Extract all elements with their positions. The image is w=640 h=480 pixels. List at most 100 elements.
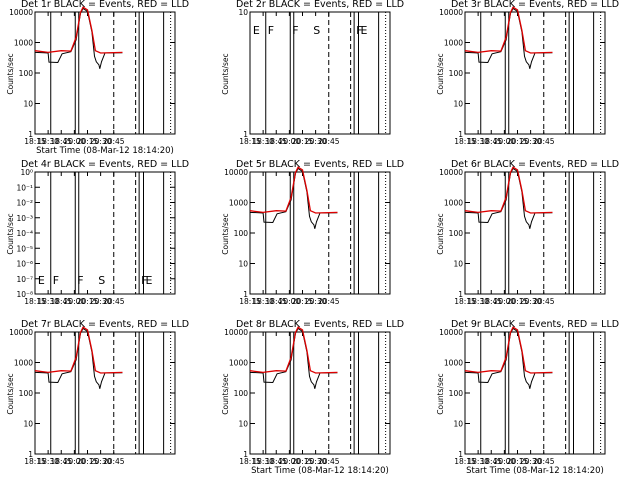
y-tick-label: 1000 — [444, 39, 463, 48]
x-tick-label: 18:15 — [239, 457, 261, 466]
y-tick-label: 10 — [238, 8, 248, 17]
x-tick-label: 20:15 — [292, 137, 314, 146]
interval-flag: E — [253, 24, 260, 37]
chart-panel-7: Det 7r BLACK = Events, RED = LLD18:1518:… — [6, 319, 189, 466]
x-tick-label: 18:45 — [265, 297, 287, 306]
x-tick-label: 18:15 — [454, 457, 476, 466]
plot-frame — [249, 331, 391, 455]
y-tick-label: 1 — [458, 290, 463, 299]
x-tick-label: 20:45 — [318, 137, 340, 146]
x-tick-label: 18:45 — [50, 457, 72, 466]
x-tick-label: 20:30 — [520, 457, 542, 466]
x-tick-label: 20:15 — [77, 457, 99, 466]
y-tick-label: 10⁻² — [16, 199, 33, 208]
x-tick-label: 20:00 — [64, 297, 86, 306]
interval-flag: E — [38, 274, 45, 287]
x-tick-label: 20:15 — [77, 137, 99, 146]
x-tick-label: 18:30 — [37, 457, 59, 466]
x-tick-label: 20:30 — [305, 297, 327, 306]
x-tick-label: 20:00 — [494, 457, 516, 466]
x-tick-label: 18:30 — [467, 137, 489, 146]
x-tick-label: 18:45 — [480, 457, 502, 466]
chart-panel-5: Det 5r BLACK = Events, RED = LLD18:1518:… — [221, 159, 404, 306]
x-tick-label: 20:45 — [533, 137, 555, 146]
interval-flag: F — [53, 274, 59, 287]
x-tick-label: 20:45 — [533, 297, 555, 306]
y-tick-label: 10000 — [224, 168, 248, 177]
x-tick-label: 20:30 — [305, 457, 327, 466]
x-tick-label: 20:00 — [64, 137, 86, 146]
x-tick-label: 20:45 — [103, 297, 125, 306]
chart-panel-1: Det 1r BLACK = Events, RED = LLD18:1518:… — [6, 0, 189, 156]
y-tick-label: 10⁰ — [20, 168, 33, 177]
chart-title: Det 6r BLACK = Events, RED = LLD — [451, 159, 619, 170]
series-line-lld — [464, 166, 553, 214]
plot-frame — [34, 11, 176, 135]
interval-flag: F — [292, 24, 298, 37]
interval-flag: E — [146, 274, 153, 287]
interval-flag: S — [98, 274, 105, 287]
x-tick-label: 20:45 — [533, 457, 555, 466]
interval-flag: F — [268, 24, 274, 37]
chart-panel-2: Det 2r BLACK = Events, RED = LLD18:1518:… — [221, 0, 404, 146]
x-tick-label: 18:45 — [480, 297, 502, 306]
chart-panel-4: Det 4r BLACK = Events, RED = LLD18:1518:… — [6, 159, 189, 306]
y-tick-label: 10⁻⁶ — [16, 260, 33, 269]
y-tick-label: 10000 — [9, 8, 33, 17]
y-axis-label: Counts/sec — [221, 53, 230, 94]
x-tick-label: 20:30 — [520, 297, 542, 306]
plot-frame — [34, 331, 176, 455]
y-tick-label: 1 — [243, 130, 248, 139]
x-tick-label: 18:30 — [252, 137, 274, 146]
x-tick-label: 20:15 — [292, 297, 314, 306]
chart-title: Det 2r BLACK = Events, RED = LLD — [236, 0, 404, 10]
x-tick-label: 20:00 — [494, 297, 516, 306]
x-tick-label: 20:15 — [507, 137, 529, 146]
y-tick-label: 1 — [28, 130, 33, 139]
x-tick-label: 20:30 — [90, 297, 112, 306]
y-tick-label: 10000 — [9, 328, 33, 337]
y-tick-label: 100 — [234, 229, 249, 238]
y-axis-label: Counts/sec — [6, 213, 15, 254]
interval-flag: F — [356, 24, 362, 37]
y-tick-label: 100 — [449, 229, 464, 238]
chart-panel-8: Det 8r BLACK = Events, RED = LLD18:1518:… — [221, 319, 404, 476]
chart-title: Det 8r BLACK = Events, RED = LLD — [236, 319, 404, 330]
interval-flag: S — [313, 24, 320, 37]
x-tick-label: 20:15 — [507, 297, 529, 306]
series-line-lld — [464, 6, 553, 54]
x-tick-label: 18:30 — [37, 297, 59, 306]
y-tick-label: 100 — [449, 69, 464, 78]
x-tick-label: 18:30 — [37, 137, 59, 146]
y-tick-label: 1000 — [229, 359, 248, 368]
x-tick-label: 18:45 — [265, 137, 287, 146]
y-tick-label: 10000 — [439, 328, 463, 337]
x-tick-label: 18:15 — [24, 137, 46, 146]
x-tick-label: 20:30 — [90, 137, 112, 146]
plot-frame — [464, 331, 606, 455]
x-axis-label: Start Time (08-Mar-12 18:14:20) — [466, 466, 604, 476]
x-tick-label: 18:45 — [50, 137, 72, 146]
y-axis-label: Counts/sec — [221, 373, 230, 414]
interval-flag: E — [361, 24, 368, 37]
series-line-lld — [249, 166, 338, 214]
y-tick-label: 100 — [449, 389, 464, 398]
x-tick-label: 20:00 — [279, 457, 301, 466]
y-tick-label: 10⁻⁸ — [16, 290, 33, 299]
chart-panel-9: Det 9r BLACK = Events, RED = LLD18:1518:… — [436, 319, 619, 476]
y-tick-label: 10 — [453, 420, 463, 429]
y-tick-label: 1 — [243, 290, 248, 299]
x-tick-label: 20:00 — [494, 137, 516, 146]
plot-frame — [464, 11, 606, 135]
x-tick-label: 18:45 — [480, 137, 502, 146]
x-tick-label: 20:00 — [279, 137, 301, 146]
y-tick-label: 100 — [19, 389, 34, 398]
y-tick-label: 1 — [243, 450, 248, 459]
x-tick-label: 20:30 — [305, 137, 327, 146]
y-tick-label: 10⁻³ — [16, 214, 33, 223]
y-axis-label: Counts/sec — [6, 53, 15, 94]
x-tick-label: 18:15 — [239, 137, 261, 146]
chart-title: Det 1r BLACK = Events, RED = LLD — [21, 0, 189, 10]
series-line-lld — [34, 326, 123, 374]
plot-frame — [249, 171, 391, 295]
